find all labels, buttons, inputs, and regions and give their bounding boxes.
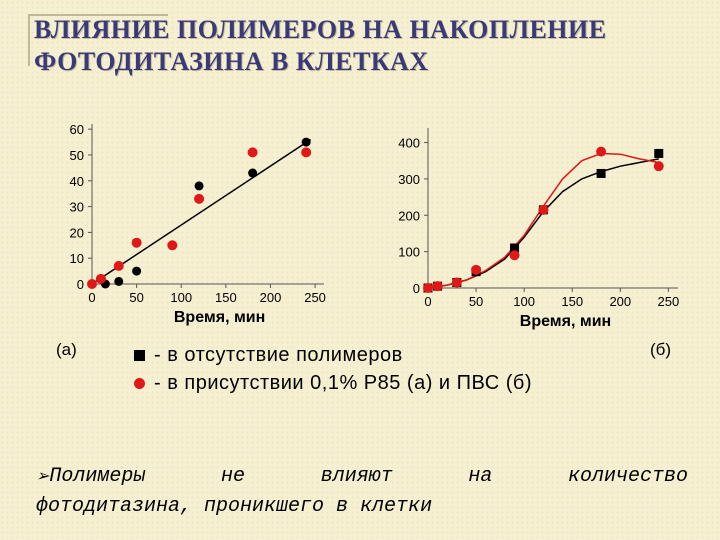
x-tick-label: 50 <box>129 290 143 305</box>
x-axis-label: Время, мин <box>174 309 265 326</box>
y-tick-label: 0 <box>413 281 420 296</box>
y-tick-label: 40 <box>70 174 84 189</box>
data-point-red <box>247 147 258 158</box>
data-point-black <box>248 168 258 178</box>
data-point-red <box>596 146 607 157</box>
conclusion-word-4: на <box>468 465 493 488</box>
x-tick-label: 150 <box>561 294 583 309</box>
y-tick-label: 10 <box>70 251 84 266</box>
data-point-red <box>538 204 549 215</box>
y-tick-label: 100 <box>398 245 420 260</box>
title-line-1: ВЛИЯНИЕ ПОЛИМЕРОВ НА НАКОПЛЕНИЕ <box>34 15 607 44</box>
panel-label-a: (а) <box>56 340 77 359</box>
y-tick-label: 400 <box>398 136 420 151</box>
y-tick-label: 200 <box>398 208 420 223</box>
title-border-left <box>28 14 30 66</box>
legend-text-red: - в присутствии 0,1% Р85 (а) и ПВС (б) <box>154 372 532 394</box>
x-tick-label: 200 <box>609 294 631 309</box>
data-point-red <box>113 260 124 271</box>
x-tick-label: 250 <box>658 294 680 309</box>
x-tick-label: 100 <box>513 294 535 309</box>
y-tick-label: 300 <box>398 172 420 187</box>
title-border-top <box>28 14 168 16</box>
data-point-red <box>301 147 312 158</box>
chart-b: 0 100 200 300 400 0 50 100 150 200 250 Время, мин <box>398 128 680 330</box>
data-point-red <box>471 264 482 275</box>
conclusion-word-5: количество <box>567 465 688 488</box>
y-tick-label: 0 <box>77 277 84 292</box>
y-tick-label: 20 <box>70 225 84 240</box>
y-tick-label: 50 <box>70 148 84 163</box>
data-point-red <box>653 161 664 172</box>
conclusion-word-2: не <box>221 465 246 488</box>
data-point-red <box>432 281 443 292</box>
x-axis-label: Время, мин <box>520 313 611 330</box>
slide-title: ВЛИЯНИЕ ПОЛИМЕРОВ НА НАКОПЛЕНИЕ ФОТОДИТА… <box>34 14 694 78</box>
fit-line-2 <box>427 152 659 289</box>
chart-a: 0 10 20 30 40 50 60 0 50 100 150 200 250 Время, мин <box>70 122 326 326</box>
data-point-red <box>451 277 462 288</box>
x-tick-label: 250 <box>304 290 326 305</box>
panel-label-b: (б) <box>650 340 672 359</box>
data-point-red <box>509 250 520 261</box>
black-square-marker-icon <box>134 350 145 361</box>
data-point-black <box>510 243 520 253</box>
data-point-red <box>423 283 433 293</box>
data-point-black <box>596 168 606 178</box>
data-point-black <box>194 181 204 191</box>
data-point-red <box>194 193 205 204</box>
data-point-black <box>114 276 124 286</box>
x-tick-label: 150 <box>215 290 237 305</box>
conclusion-line-1: ➢Полимеры не влияют на количество <box>36 462 688 492</box>
data-point-red <box>167 240 178 251</box>
x-tick-label: 0 <box>88 290 95 305</box>
x-tick-label: 100 <box>170 290 192 305</box>
legend-text-black: - в отсутствие полимеров <box>154 344 403 366</box>
x-tick-label: 200 <box>260 290 282 305</box>
conclusion: ➢Полимеры не влияют на количество фотоди… <box>36 462 688 522</box>
fit-line-1 <box>91 138 312 285</box>
data-point-black <box>301 137 311 147</box>
title-line-2: ФОТОДИТАЗИНА В КЛЕТКАХ <box>34 47 429 76</box>
conclusion-line-2: фотодитазина, проникшего в клетки <box>36 495 433 518</box>
data-point-black <box>132 266 142 276</box>
red-circle-marker-icon <box>134 378 145 389</box>
y-tick-label: 60 <box>70 122 84 137</box>
fit-line-1 <box>427 158 659 289</box>
data-point-red <box>95 273 106 284</box>
y-tick-label: 30 <box>70 200 84 215</box>
conclusion-word-1: ➢Полимеры <box>36 465 146 488</box>
data-point-red <box>87 279 97 289</box>
x-tick-label: 50 <box>469 294 483 309</box>
x-tick-label: 0 <box>424 294 431 309</box>
data-point-black <box>654 148 664 158</box>
arrow-bullet-icon: ➢ <box>36 468 50 486</box>
conclusion-word-3: влияют <box>320 465 393 488</box>
data-point-red <box>131 237 142 248</box>
